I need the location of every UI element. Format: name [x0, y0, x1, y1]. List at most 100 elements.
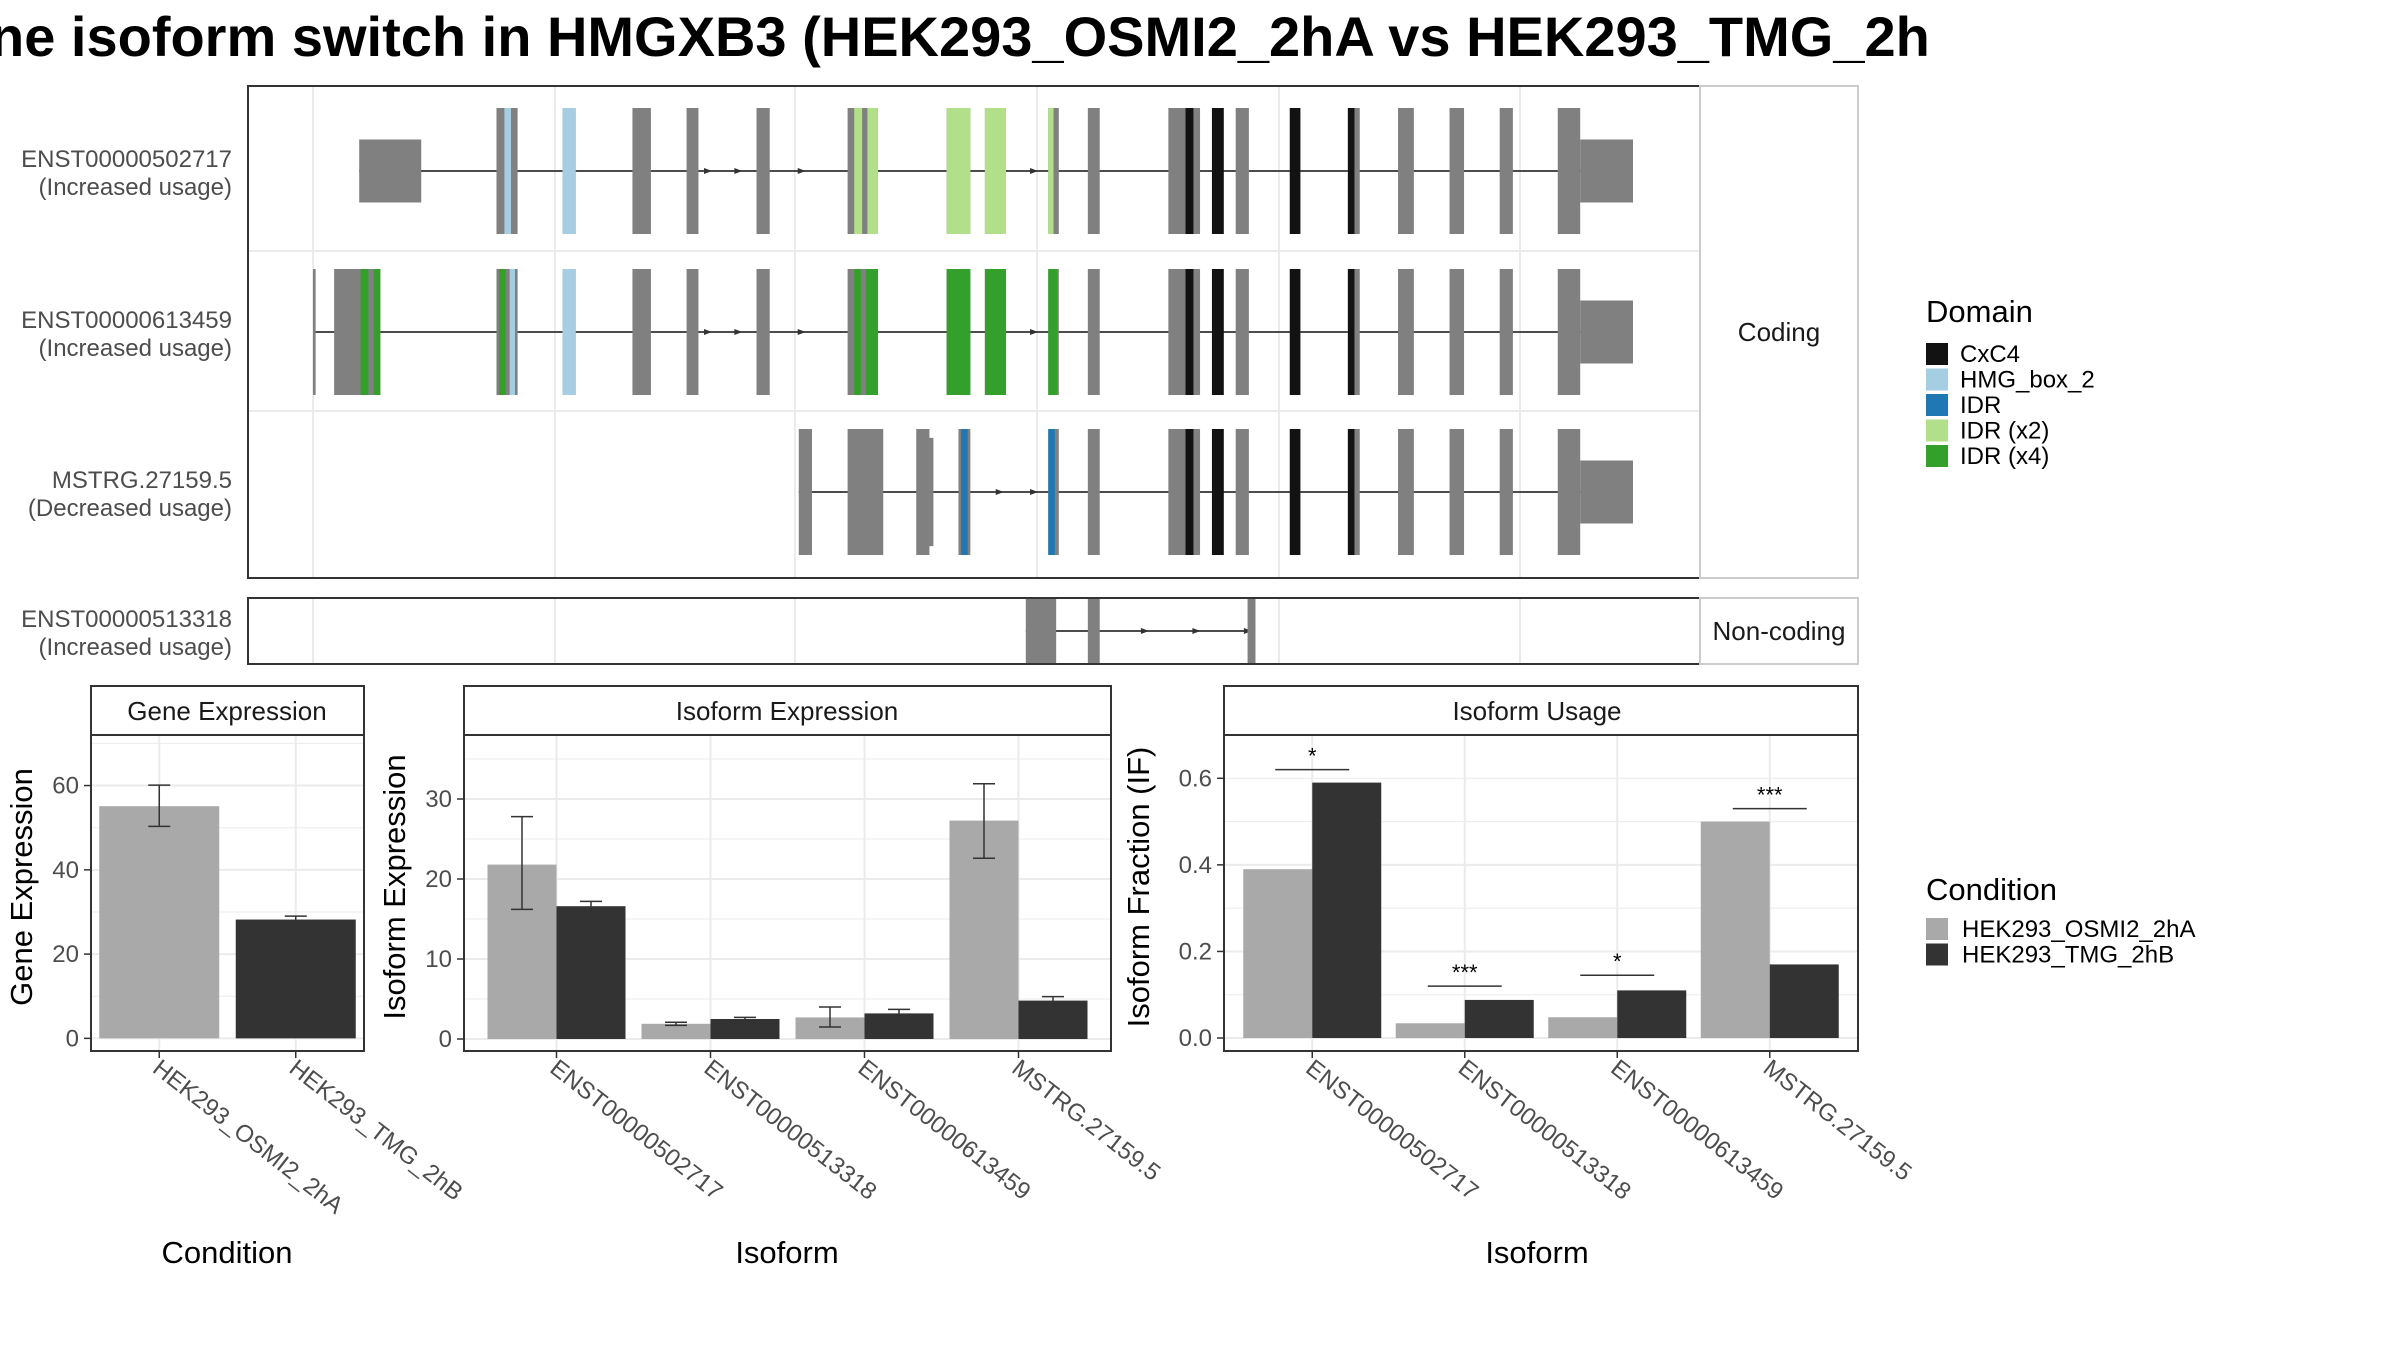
exon-block	[1235, 269, 1249, 395]
bar	[1018, 1000, 1088, 1039]
bar	[710, 1019, 780, 1039]
exon-block	[1087, 599, 1100, 663]
panel-frame	[1223, 734, 1859, 1052]
transcript-usage-label: (Decreased usage)	[28, 495, 232, 522]
x-tick-label: MSTRG.27159.5	[1758, 1054, 1917, 1186]
figure-title: ne isoform switch in HMGXB3 (HEK293_OSMI…	[0, 5, 1930, 68]
transcript-ENST00000513318	[1025, 599, 1256, 663]
domain-block	[946, 269, 971, 395]
strand-arrow	[704, 329, 712, 335]
exon-block	[632, 269, 651, 395]
exon-block	[1247, 599, 1256, 663]
y-tick-label: 0.4	[1179, 852, 1212, 879]
significance-label: ***	[1757, 783, 1783, 808]
bar	[1769, 964, 1839, 1039]
gene-expression-title: Gene Expression	[127, 696, 326, 726]
strand-arrow	[1192, 628, 1201, 634]
domain-legend-swatch	[1926, 419, 1948, 442]
bar	[1464, 999, 1534, 1039]
facet-strip	[90, 685, 365, 736]
domain-block	[1347, 429, 1355, 555]
strand-arrow	[1030, 168, 1039, 174]
transcript-structures	[313, 108, 1633, 663]
condition-legend-swatch	[1926, 943, 1948, 966]
domain-legend-swatch	[1926, 343, 1948, 365]
domain-legend-swatch	[1926, 394, 1948, 416]
gene-expression-xlabel: Condition	[162, 1235, 293, 1270]
isoform-usage-panel: Isoform Fraction (IF) Isoform *ENST00000…	[1121, 685, 1917, 1270]
domain-block	[1185, 269, 1194, 395]
exon-block	[756, 108, 770, 234]
y-tick-label: 20	[52, 941, 79, 968]
y-tick-label: 0	[66, 1025, 79, 1052]
exon-block	[1168, 108, 1201, 234]
domain-block	[866, 269, 878, 395]
exon-block	[334, 269, 381, 395]
bar	[1243, 869, 1313, 1039]
y-tick-label: 0	[439, 1026, 452, 1053]
domain-block	[562, 108, 576, 234]
exon-block	[916, 429, 930, 555]
exon-block	[359, 139, 422, 203]
domain-block	[1048, 429, 1055, 555]
coding-strip-label: Coding	[1738, 317, 1820, 347]
transcript-MSTRG.27159.5	[798, 429, 1633, 555]
condition-legend-swatch	[1926, 918, 1948, 940]
exon-block	[1580, 460, 1633, 524]
bar	[99, 806, 220, 1039]
exon-block	[1557, 108, 1581, 234]
domain-block	[854, 108, 863, 234]
exon-block	[929, 437, 934, 547]
transcript-id-label: ENST00000613459	[21, 307, 232, 334]
exon-block	[798, 429, 812, 555]
strand-arrow	[734, 329, 743, 335]
noncoding-strip	[1699, 597, 1859, 665]
strand-arrow	[734, 168, 743, 174]
noncoding-panel	[247, 597, 1701, 665]
domain-block	[360, 269, 369, 395]
x-tick-label: MSTRG.27159.5	[1007, 1054, 1166, 1186]
bar	[1617, 990, 1687, 1039]
y-tick-label: 10	[425, 946, 452, 973]
exon-block	[1087, 429, 1100, 555]
exon-block	[1449, 429, 1465, 555]
exon-block	[1557, 429, 1581, 555]
isoform-expression-xlabel: Isoform	[735, 1235, 838, 1270]
domain-block	[1211, 108, 1224, 234]
isoform-usage-title: Isoform Usage	[1452, 696, 1621, 726]
y-tick-label: 20	[425, 866, 452, 893]
facet-strip	[463, 685, 1112, 736]
isoform-expression-ylabel: Isoform Expression	[377, 754, 412, 1019]
exon-block	[1499, 269, 1513, 395]
exon-block	[1449, 108, 1465, 234]
domain-block	[373, 269, 381, 395]
domain-block	[1347, 269, 1355, 395]
panel-frame	[90, 734, 365, 1052]
domain-block	[1211, 269, 1224, 395]
domain-block	[854, 269, 861, 395]
x-tick-label: ENST00000502717	[545, 1054, 728, 1205]
transcript-labels: ENST00000502717(Increased usage)ENST0000…	[21, 146, 232, 661]
domain-block	[946, 108, 971, 234]
exon-block	[1580, 139, 1633, 203]
domain-block	[1289, 429, 1301, 555]
exon-block	[1449, 269, 1465, 395]
exon-block	[686, 269, 699, 395]
bar	[556, 906, 626, 1039]
domain-block	[1048, 108, 1054, 234]
domain-legend-label: IDR (x2)	[1960, 418, 2049, 445]
y-tick-label: 0.2	[1179, 938, 1212, 965]
exon-block	[632, 108, 651, 234]
isoform-expression-panel: Isoform Expression Isoform ENST000005027…	[377, 685, 1166, 1270]
y-tick-label: 0.6	[1179, 765, 1212, 792]
domain-block	[1048, 269, 1058, 395]
panel-frame	[463, 734, 1112, 1052]
facet-strip	[1223, 685, 1859, 736]
exon-block	[1087, 269, 1100, 395]
bar	[1700, 821, 1770, 1039]
condition-legend-label: HEK293_OSMI2_2hA	[1962, 916, 2195, 943]
exon-block	[756, 269, 770, 395]
exon-block	[1557, 269, 1581, 395]
exon-block	[1235, 108, 1249, 234]
